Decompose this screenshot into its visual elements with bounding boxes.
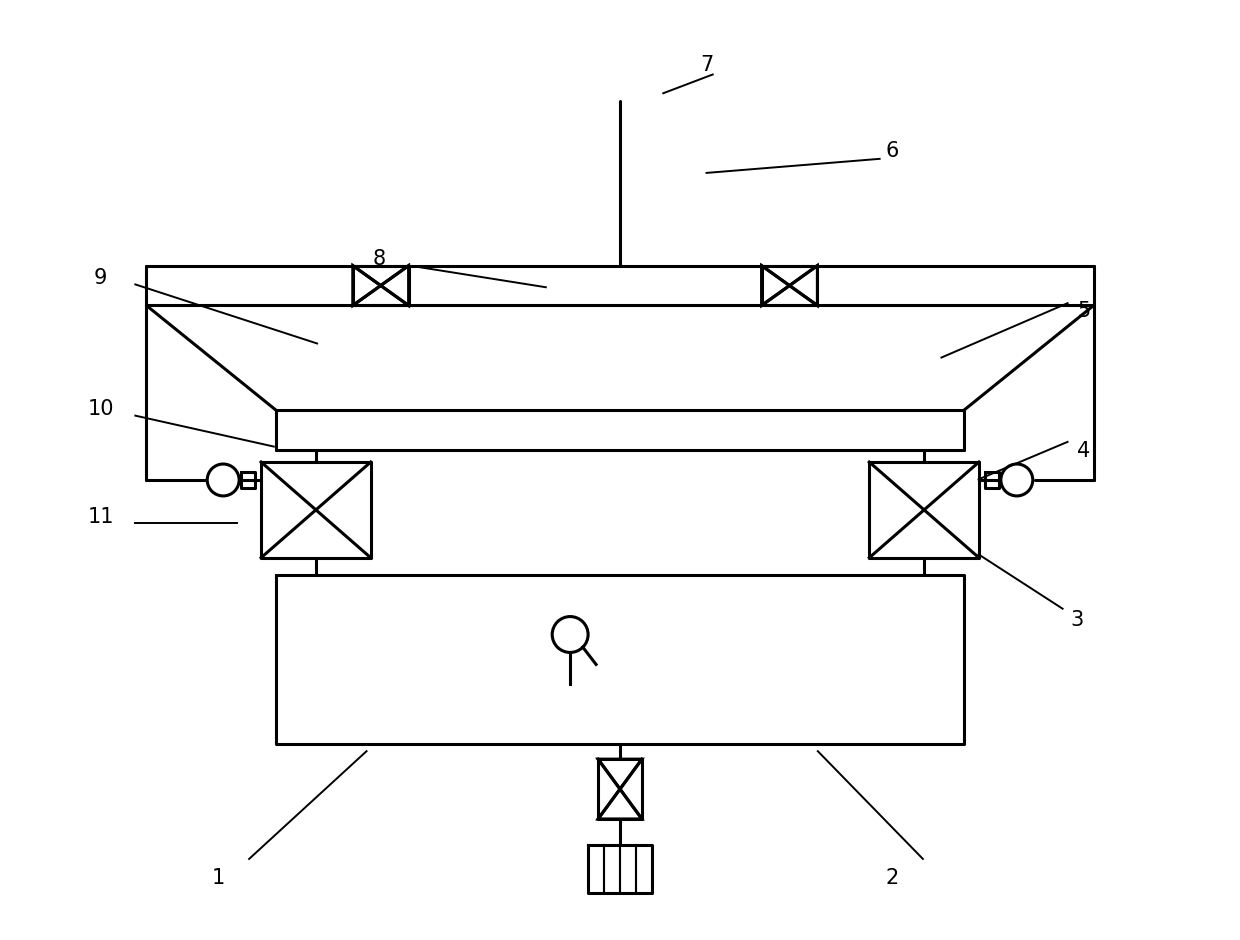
Polygon shape bbox=[790, 266, 817, 306]
Text: 7: 7 bbox=[699, 55, 713, 75]
Text: 8: 8 bbox=[372, 249, 386, 269]
Text: 6: 6 bbox=[885, 141, 899, 162]
Text: 9: 9 bbox=[94, 268, 108, 288]
Text: 4: 4 bbox=[1078, 441, 1090, 462]
Text: 1: 1 bbox=[212, 868, 224, 887]
Polygon shape bbox=[353, 266, 381, 306]
Text: 5: 5 bbox=[1078, 301, 1090, 321]
Polygon shape bbox=[598, 789, 642, 819]
Polygon shape bbox=[598, 760, 642, 789]
Text: 2: 2 bbox=[885, 868, 899, 887]
Text: 10: 10 bbox=[88, 400, 114, 419]
Text: 11: 11 bbox=[88, 507, 114, 526]
Polygon shape bbox=[381, 266, 409, 306]
Text: 3: 3 bbox=[1071, 610, 1084, 630]
Polygon shape bbox=[761, 266, 790, 306]
